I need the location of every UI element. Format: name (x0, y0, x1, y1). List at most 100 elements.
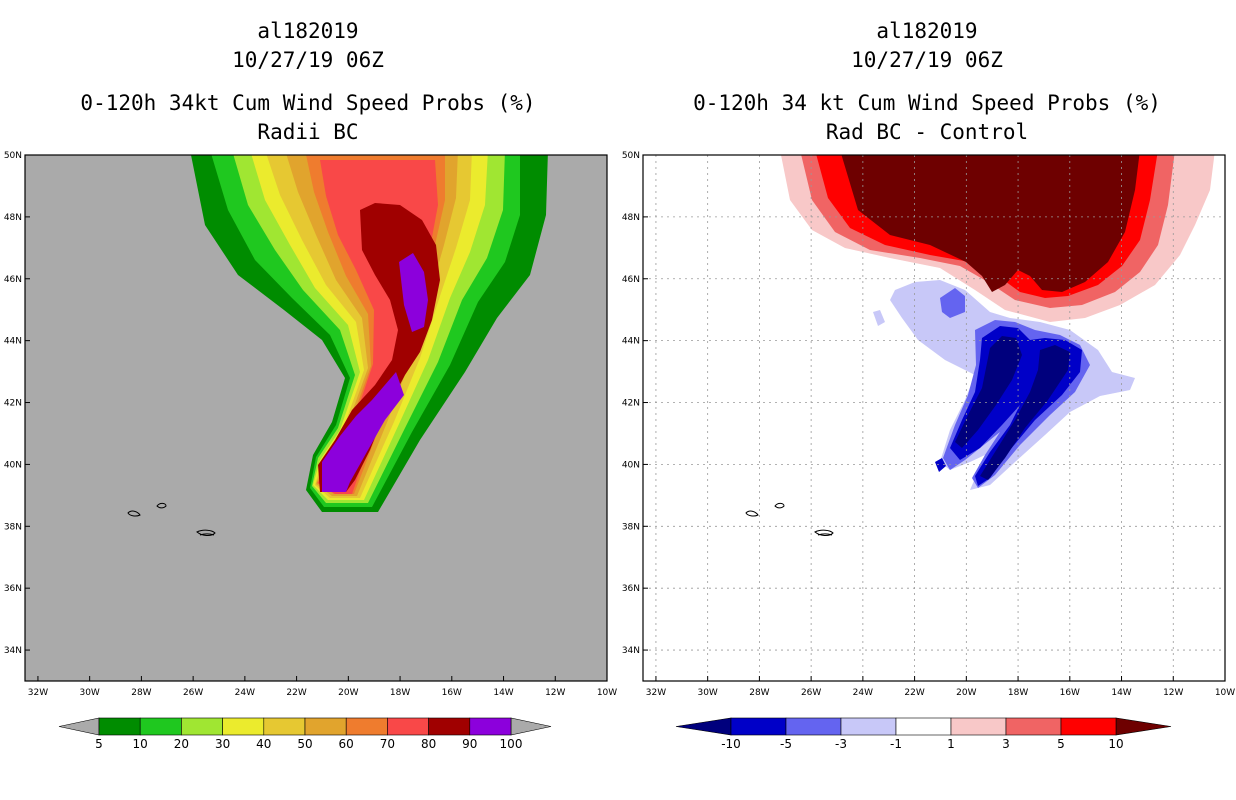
left-subtitle: Radii BC (257, 120, 358, 144)
right-region-neg-under-10 (955, 336, 1070, 480)
left-ytick-label: 46N (4, 275, 22, 285)
left-xtick-label: 24W (235, 688, 255, 698)
left-colorbar-swatch (304, 717, 347, 736)
right-colorbar-swatch (730, 717, 787, 736)
left-colorbar-swatch (98, 717, 141, 736)
right-colorbar-label: -1 (890, 737, 902, 751)
left-colorbar-swatch (181, 717, 223, 736)
left-storm-id: al182019 (257, 19, 358, 43)
left-xtick-label: 28W (131, 688, 151, 698)
right-colorbar-swatch (1060, 717, 1117, 736)
right-ytick-label: 40N (622, 460, 640, 470)
left-xtick-label: 16W (442, 688, 462, 698)
right-colorbar-label: 1 (947, 737, 955, 751)
left-colorbar: 5 10 20 30 40 50 60 70 80 90 100 (58, 717, 552, 751)
right-datetime: 10/27/19 06Z (851, 48, 1003, 72)
left-colorbar-label: 10 (133, 737, 148, 751)
right-colorbar: -10 -5 -3 -1 1 3 5 10 (675, 717, 1172, 751)
right-colorbar-swatch (1005, 717, 1062, 736)
right-subtitle: Rad BC - Control (826, 120, 1028, 144)
left-title: 0-120h 34kt Cum Wind Speed Probs (%) (80, 91, 535, 115)
right-colorbar-swatch (840, 717, 897, 736)
right-colorbar-swatch (785, 717, 842, 736)
left-ytick-label: 34N (4, 646, 22, 656)
left-xtick-label: 20W (338, 688, 358, 698)
right-xtick-label: 22W (904, 688, 924, 698)
right-xtick-label: 24W (853, 688, 873, 698)
left-island-2 (156, 502, 167, 509)
left-colorbar-label: 70 (380, 737, 395, 751)
left-ytick-label: 36N (4, 584, 22, 594)
left-colorbar-label: 90 (462, 737, 477, 751)
right-chart: al182019 10/27/19 06Z 0-120h 34 kt Cum W… (622, 19, 1235, 751)
right-island-3b (817, 533, 833, 536)
right-ytick-label: 46N (622, 275, 640, 285)
left-ytick-label: 50N (4, 151, 22, 161)
left-xtick-label: 22W (286, 688, 306, 698)
left-colorbar-swatch (387, 717, 429, 736)
right-title: 0-120h 34 kt Cum Wind Speed Probs (%) (693, 91, 1161, 115)
left-ytick-label: 40N (4, 460, 22, 470)
left-colorbar-label: 30 (215, 737, 230, 751)
left-colorbar-label: 80 (421, 737, 436, 751)
left-probability-field (191, 155, 548, 512)
left-plot-frame (24, 154, 608, 682)
left-region-100pct-north (399, 253, 428, 332)
left-colorbar-swatch (222, 717, 265, 736)
left-datetime: 10/27/19 06Z (232, 48, 384, 72)
right-xtick-label: 30W (697, 688, 717, 698)
right-colorbar-under-arrow (675, 717, 732, 736)
left-ytick-label: 38N (4, 522, 22, 532)
right-xtick-label: 26W (801, 688, 821, 698)
left-xtick-label: 32W (28, 688, 48, 698)
left-coastlines (127, 502, 216, 536)
right-ytick-label: 36N (622, 584, 640, 594)
right-plot-frame (642, 154, 1226, 682)
right-coastlines (745, 502, 834, 536)
right-xtick-label: 28W (749, 688, 769, 698)
right-region-neg-islet (935, 458, 946, 472)
left-colorbar-swatch (345, 717, 388, 736)
right-ytick-label: 38N (622, 522, 640, 532)
left-axis-ticks: 32W 30W 28W 26W 24W 22W 20W 18W 16W 14W 12W 10W 34N 3… (4, 151, 617, 698)
left-xtick-label: 14W (493, 688, 513, 698)
left-colorbar-over-arrow (510, 717, 552, 736)
right-xtick-label: 18W (1008, 688, 1028, 698)
left-region-100pct-south (322, 372, 404, 492)
right-ytick-label: 42N (622, 399, 640, 409)
right-colorbar-swatch (895, 717, 952, 736)
left-colorbar-label: 20 (174, 737, 189, 751)
right-region-neg-1-3-speck (873, 310, 885, 326)
left-ytick-label: 48N (4, 213, 22, 223)
left-colorbar-label: 5 (95, 737, 103, 751)
right-ytick-label: 44N (622, 337, 640, 347)
left-colorbar-label: 60 (339, 737, 354, 751)
right-ytick-label: 34N (622, 646, 640, 656)
right-ytick-label: 48N (622, 213, 640, 223)
right-axis-ticks: 32W 30W 28W 26W 24W 22W 20W 18W 16W 14W 12W 10W 34N 3… (622, 151, 1235, 698)
right-colorbar-label: -10 (721, 737, 741, 751)
left-xtick-label: 30W (79, 688, 99, 698)
right-island-2 (774, 502, 785, 509)
right-colorbar-label: 10 (1108, 737, 1123, 751)
left-colorbar-swatch (428, 717, 471, 736)
left-colorbar-label: 40 (256, 737, 271, 751)
right-xtick-label: 20W (956, 688, 976, 698)
left-chart: al182019 10/27/19 06Z 0-120h 34kt Cum Wi… (4, 19, 617, 751)
right-colorbar-label: -5 (780, 737, 792, 751)
left-ytick-label: 42N (4, 399, 22, 409)
right-island-1 (745, 510, 759, 517)
left-colorbar-swatch (469, 717, 512, 736)
left-island-3b (199, 533, 215, 536)
right-colorbar-label: 3 (1002, 737, 1010, 751)
right-storm-id: al182019 (876, 19, 977, 43)
right-xtick-label: 32W (646, 688, 666, 698)
left-colorbar-label: 100 (500, 737, 523, 751)
left-colorbar-swatch (263, 717, 306, 736)
right-xtick-label: 14W (1111, 688, 1131, 698)
right-colorbar-label: 5 (1057, 737, 1065, 751)
left-xtick-label: 18W (390, 688, 410, 698)
left-island-1 (127, 510, 141, 517)
left-xtick-label: 12W (545, 688, 565, 698)
